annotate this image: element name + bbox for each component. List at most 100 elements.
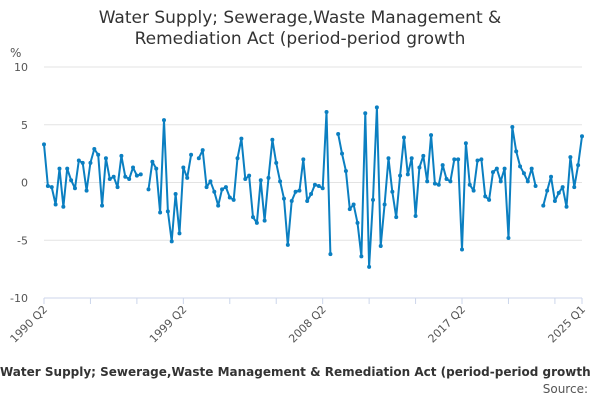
data-point <box>560 185 565 190</box>
series-path <box>43 106 583 268</box>
data-point <box>235 156 240 161</box>
data-point <box>336 131 341 136</box>
data-point <box>494 166 499 171</box>
chart-title-line-2: Remediation Act (period-period growth <box>134 29 466 49</box>
data-point <box>460 247 465 252</box>
data-point <box>479 157 484 162</box>
data-point <box>425 179 430 184</box>
data-point <box>328 252 333 257</box>
data-point <box>359 254 364 259</box>
data-point <box>173 192 178 197</box>
data-point <box>324 110 329 115</box>
data-point <box>92 147 97 152</box>
data-point <box>448 179 453 184</box>
data-point <box>134 173 139 178</box>
data-point <box>84 188 89 193</box>
data-point <box>436 182 441 187</box>
data-point <box>440 163 445 168</box>
data-point <box>390 189 395 194</box>
chart-title: Water Supply; Sewerage,Waste Management … <box>0 8 600 50</box>
data-point <box>254 220 259 225</box>
data-point <box>76 158 81 163</box>
data-point <box>456 157 461 162</box>
data-point <box>80 160 85 165</box>
data-point <box>100 203 105 208</box>
data-point <box>42 142 46 147</box>
data-point <box>370 197 375 202</box>
data-point <box>417 165 422 170</box>
data-point <box>490 170 495 175</box>
data-point <box>150 159 155 164</box>
data-point <box>61 204 66 209</box>
data-point <box>69 178 74 183</box>
data-point <box>552 198 557 203</box>
data-point <box>289 198 294 203</box>
chart-title-line-1: Water Supply; Sewerage,Waste Management … <box>98 8 502 28</box>
data-point <box>413 213 418 218</box>
data-point <box>521 171 526 176</box>
data-point <box>471 188 476 193</box>
data-point <box>181 165 186 170</box>
data-point <box>96 152 101 157</box>
data-point <box>347 207 352 212</box>
data-point <box>88 160 93 165</box>
data-point <box>374 105 379 110</box>
data-point <box>251 215 256 220</box>
data-point <box>146 187 151 192</box>
data-point <box>518 164 523 169</box>
data-point <box>386 156 391 161</box>
data-point <box>196 156 201 161</box>
data-point <box>580 134 584 139</box>
data-point <box>49 185 54 190</box>
data-point <box>576 163 581 168</box>
x-tick-label: 2017 Q2 <box>426 303 469 346</box>
data-point <box>212 189 217 194</box>
x-tick-label: 1990 Q2 <box>8 303 51 346</box>
data-point <box>475 158 480 163</box>
data-point <box>57 166 62 171</box>
data-point <box>572 185 577 190</box>
data-point <box>378 244 383 249</box>
data-point <box>258 178 263 183</box>
data-point <box>189 152 194 157</box>
data-point <box>220 187 225 192</box>
data-point <box>498 179 503 184</box>
data-point <box>316 183 321 188</box>
x-axis: 1990 Q2 1999 Q2 2008 Q2 2017 Q2 2025 Q1 <box>8 297 588 346</box>
data-point <box>103 156 108 161</box>
data-point <box>568 155 573 160</box>
y-axis: 10 5 0 -5 -10 <box>10 61 28 305</box>
data-point <box>312 182 317 187</box>
data-point <box>401 135 406 140</box>
data-point <box>545 188 550 193</box>
data-point <box>533 183 538 188</box>
data-point <box>487 197 492 202</box>
data-point <box>158 210 163 215</box>
data-point <box>405 172 410 177</box>
data-point <box>525 179 530 184</box>
data-point <box>444 177 449 182</box>
data-point <box>216 203 221 208</box>
data-point <box>556 190 561 195</box>
data-point <box>355 220 360 225</box>
footer-series-title: Water Supply; Sewerage,Waste Management … <box>0 365 591 379</box>
data-point <box>53 202 58 207</box>
data-point <box>529 166 534 171</box>
data-point <box>107 177 112 182</box>
data-point <box>243 177 248 182</box>
data-point <box>421 153 426 158</box>
data-point <box>297 188 302 193</box>
data-point <box>138 172 143 177</box>
data-point <box>564 204 569 209</box>
y-tick-label: 5 <box>21 119 28 132</box>
data-point <box>452 157 457 162</box>
data-point <box>165 209 170 214</box>
data-point <box>409 156 414 161</box>
y-tick-label: -10 <box>10 292 28 305</box>
data-point <box>510 125 515 130</box>
data-point <box>45 183 50 188</box>
data-point <box>266 175 271 180</box>
data-point <box>367 264 372 269</box>
data-point <box>119 153 124 158</box>
data-point <box>227 195 232 200</box>
